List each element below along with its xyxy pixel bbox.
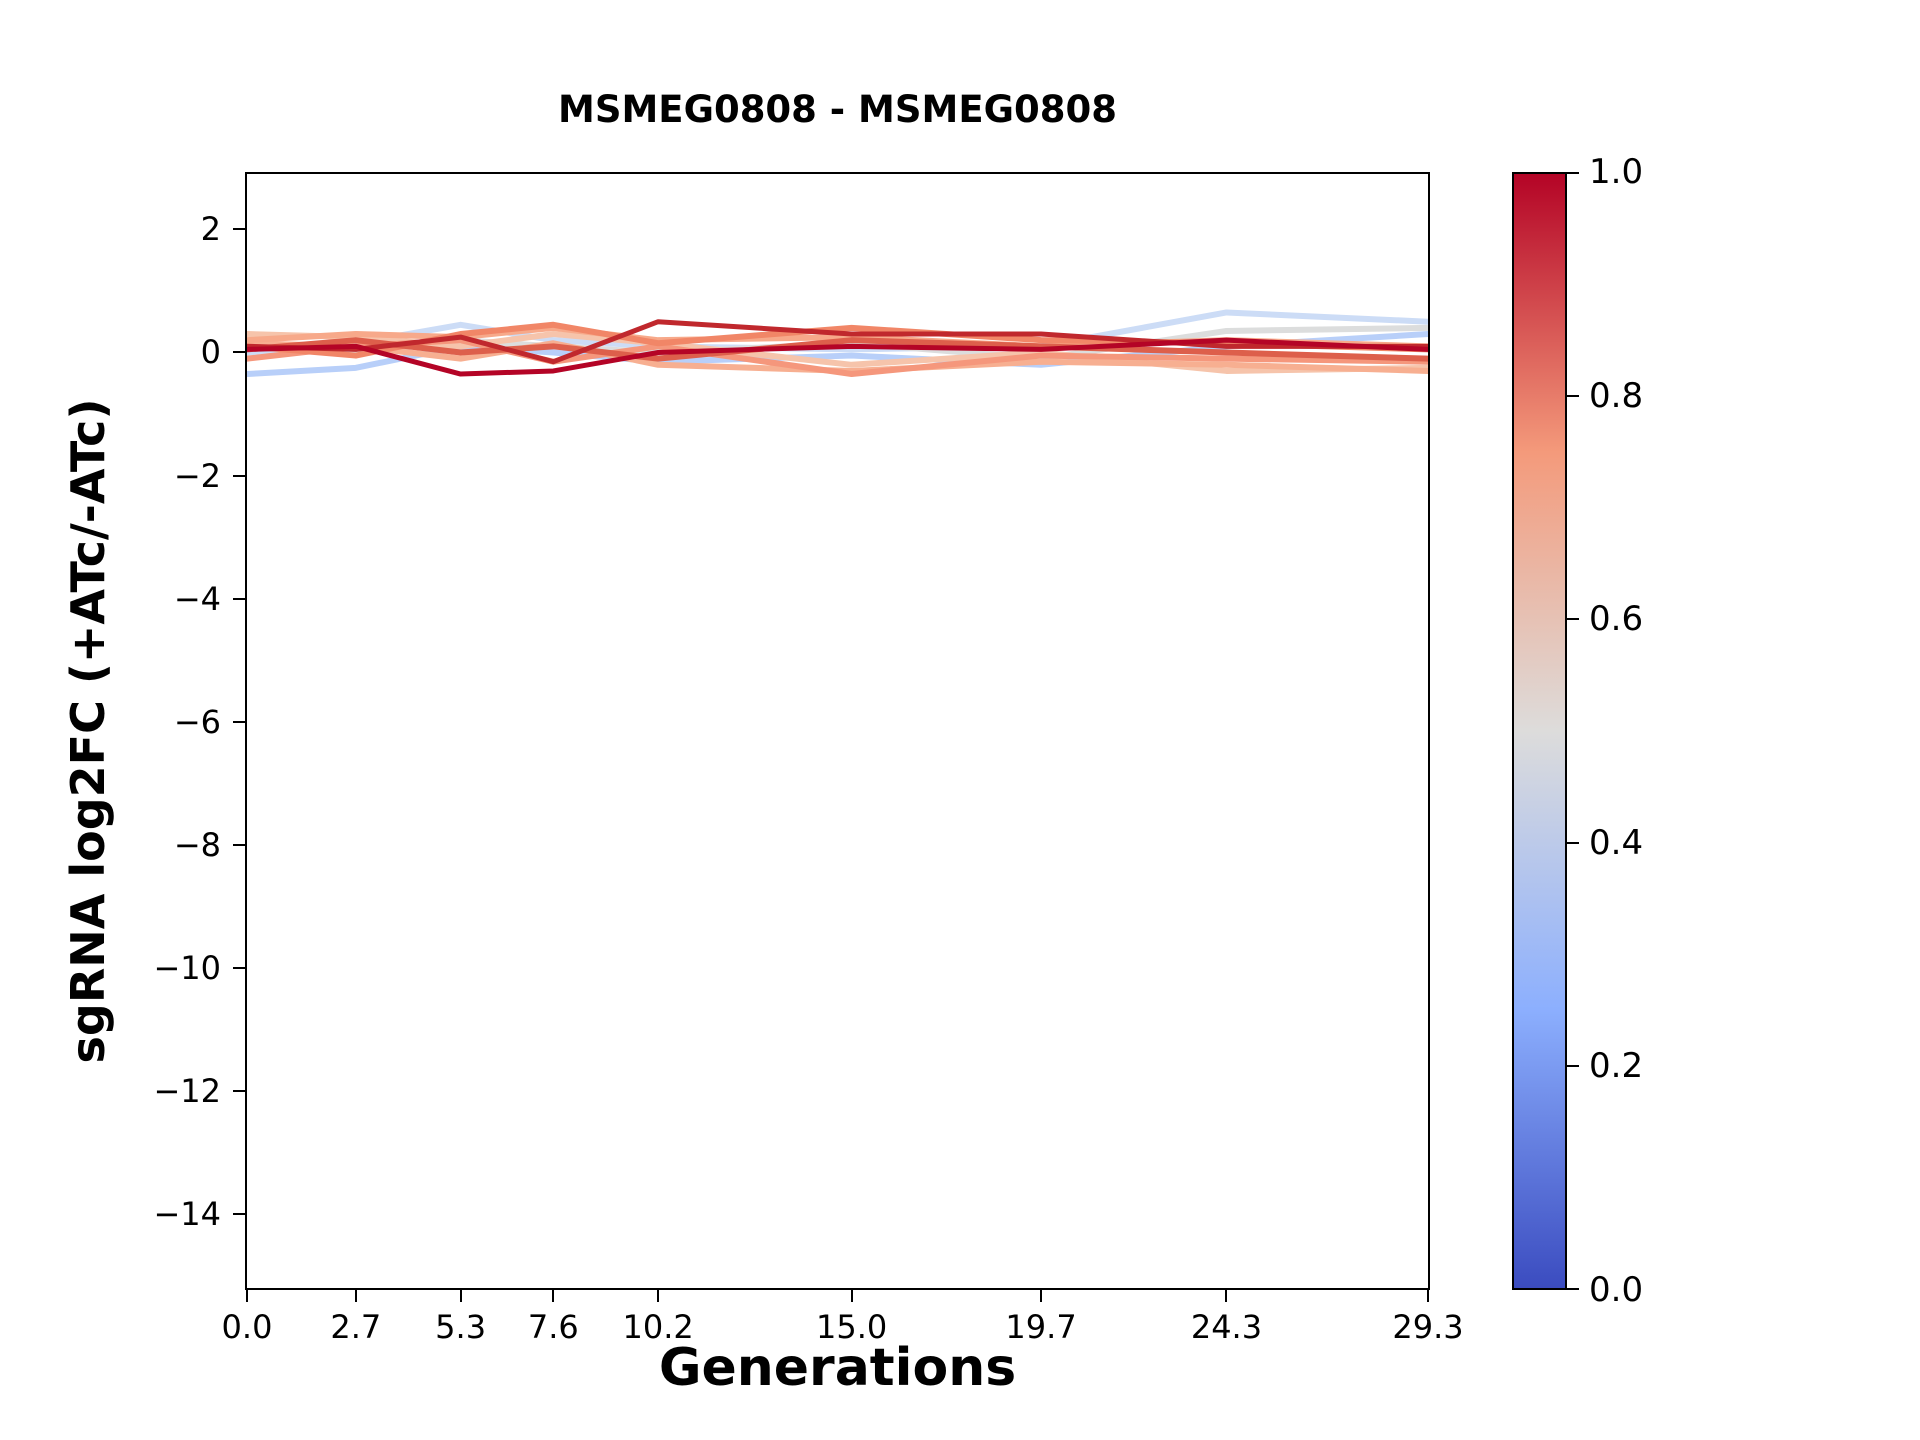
- y-tick-mark: [233, 720, 245, 723]
- x-axis-label: Generations: [658, 1338, 1017, 1398]
- y-tick-label: −12: [153, 1072, 221, 1111]
- colorbar-tick-label: 1.0: [1589, 152, 1644, 192]
- x-tick-mark: [657, 1290, 660, 1302]
- plot-area: [245, 172, 1430, 1290]
- y-axis-label: sgRNA log2FC (+ATc/-ATc): [61, 398, 115, 1064]
- y-tick-mark: [233, 966, 245, 969]
- y-tick-label: −8: [173, 825, 221, 864]
- y-tick-mark: [233, 474, 245, 477]
- y-tick-mark: [233, 228, 245, 231]
- chart-title: MSMEG0808 - MSMEG0808: [558, 88, 1117, 131]
- colorbar-tick-label: 0.4: [1589, 822, 1644, 863]
- x-tick-label: 5.3: [435, 1308, 487, 1346]
- y-tick-mark: [233, 843, 245, 846]
- x-tick-label: 15.0: [815, 1308, 888, 1346]
- colorbar-tick-mark: [1567, 1065, 1579, 1068]
- colorbar-tick-mark: [1567, 172, 1579, 174]
- y-tick-mark: [233, 1090, 245, 1093]
- x-tick-label: 10.2: [622, 1308, 694, 1346]
- y-tick-label: 2: [200, 210, 221, 249]
- x-tick-mark: [459, 1290, 462, 1302]
- colorbar-tick-mark: [1567, 841, 1579, 844]
- x-tick-label: 7.6: [527, 1308, 579, 1346]
- x-tick-label: 0.0: [221, 1308, 273, 1346]
- y-tick-label: −10: [153, 948, 221, 987]
- x-tick-mark: [552, 1290, 555, 1302]
- y-tick-mark: [233, 351, 245, 354]
- x-tick-label: 24.3: [1190, 1308, 1263, 1346]
- colorbar-tick-mark: [1567, 394, 1579, 397]
- x-tick-mark: [354, 1290, 357, 1302]
- x-tick-mark: [850, 1290, 853, 1302]
- y-tick-label: −14: [153, 1195, 221, 1234]
- y-tick-label: −6: [173, 702, 221, 741]
- x-tick-mark: [246, 1290, 248, 1302]
- colorbar-tick-mark: [1567, 1288, 1579, 1290]
- y-tick-label: −2: [173, 456, 221, 495]
- x-tick-label: 19.7: [1005, 1308, 1077, 1346]
- y-tick-mark: [233, 1213, 245, 1216]
- x-tick-label: 29.3: [1392, 1308, 1464, 1346]
- colorbar-tick-label: 0.2: [1589, 1046, 1644, 1087]
- x-tick-mark: [1225, 1290, 1228, 1302]
- x-tick-mark: [1427, 1290, 1429, 1302]
- y-tick-label: 0: [200, 333, 221, 372]
- colorbar-tick-label: 0.8: [1589, 375, 1644, 416]
- colorbar-tick-label: 0.0: [1589, 1270, 1644, 1310]
- colorbar-gradient: [1512, 172, 1567, 1290]
- x-tick-mark: [1040, 1290, 1043, 1302]
- series-line-sgRNA-11: [247, 337, 1428, 377]
- y-tick-mark: [233, 597, 245, 600]
- colorbar-tick-mark: [1567, 618, 1579, 621]
- colorbar-tick-label: 0.6: [1589, 599, 1644, 640]
- x-tick-label: 2.7: [330, 1308, 382, 1346]
- plot-lines-svg: [247, 309, 1428, 378]
- y-tick-label: −4: [173, 579, 221, 618]
